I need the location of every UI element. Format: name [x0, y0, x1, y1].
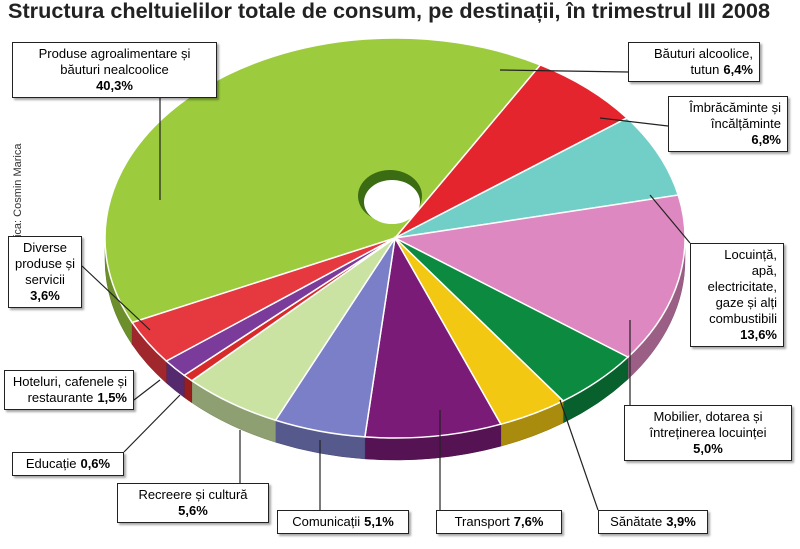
category-label: Îmbrăcăminte și încălțăminte	[689, 100, 781, 131]
slice-label: Locuință, apă, electricitate, gaze și al…	[690, 243, 784, 347]
slice	[130, 237, 396, 362]
value-label: 5,1%	[364, 514, 394, 529]
leader-line	[133, 379, 161, 401]
value-label: 6,4%	[723, 62, 753, 77]
slice	[392, 194, 686, 359]
value-label: 0,6%	[80, 456, 111, 471]
slice-tops	[104, 37, 686, 439]
leader-line	[649, 194, 691, 244]
slice-sides	[104, 237, 686, 461]
category-label: Comunicații	[292, 514, 361, 529]
leader-line	[81, 265, 151, 331]
category-label: Transport	[454, 514, 510, 529]
leader-line	[559, 399, 599, 511]
category-label: Sănătate	[610, 514, 663, 529]
slice-label: Recreere și cultură 5,6%	[117, 483, 269, 523]
category-label: Educație	[25, 456, 77, 471]
value-label: 40,3%	[96, 78, 133, 93]
value-label: 1,5%	[97, 390, 127, 405]
slice	[364, 235, 502, 439]
chart-title: Structura cheltuielilor totale de consum…	[8, 0, 770, 23]
value-label: 5,0%	[693, 441, 723, 456]
slice-label: Diverse produse și servicii 3,6%	[8, 236, 82, 308]
credit: grafica: Cosmin Marica	[12, 143, 24, 256]
category-label: Băuturi alcoolice, tutun	[654, 46, 753, 77]
slice-label: Hoteluri, cafenele și restaurante 1,5%	[4, 370, 134, 410]
leader-line	[123, 394, 181, 453]
slice	[394, 64, 629, 239]
category-label: Produse agroalimentare și băuturi nealco…	[38, 46, 191, 77]
leader-line	[499, 69, 629, 73]
slice-label: Produse agroalimentare și băuturi nealco…	[12, 42, 217, 98]
hole	[364, 180, 420, 224]
value-label: 5,6%	[178, 503, 208, 518]
category-label: Mobilier, dotarea și întreținerea locuin…	[649, 409, 767, 440]
slice-label: Comunicații 5,1%	[277, 510, 409, 534]
value-label: 3,9%	[666, 514, 696, 529]
category-label: Diverse produse și servicii	[15, 240, 75, 287]
slice	[394, 117, 680, 239]
slice-label: Îmbrăcăminte și încălțăminte 6,8%	[668, 96, 788, 152]
slice-label: Băuturi alcoolice, tutun 6,4%	[628, 42, 760, 82]
leader-line	[599, 117, 669, 127]
slice-label: Educație 0,6%	[12, 452, 124, 476]
category-label: Recreere și cultură	[138, 487, 248, 502]
value-label: 13,6%	[740, 327, 777, 342]
category-label: Hoteluri, cafenele și restaurante	[12, 374, 127, 405]
category-label: Locuință, apă, electricitate, gaze și al…	[707, 247, 777, 326]
value-label: 3,6%	[30, 288, 60, 303]
slice-label: Sănătate 3,9%	[598, 510, 708, 534]
slice-label: Mobilier, dotarea și întreținerea locuin…	[624, 405, 792, 461]
value-label: 7,6%	[513, 514, 544, 529]
value-label: 6,8%	[751, 132, 781, 147]
slice-label: Transport 7,6%	[436, 510, 562, 534]
